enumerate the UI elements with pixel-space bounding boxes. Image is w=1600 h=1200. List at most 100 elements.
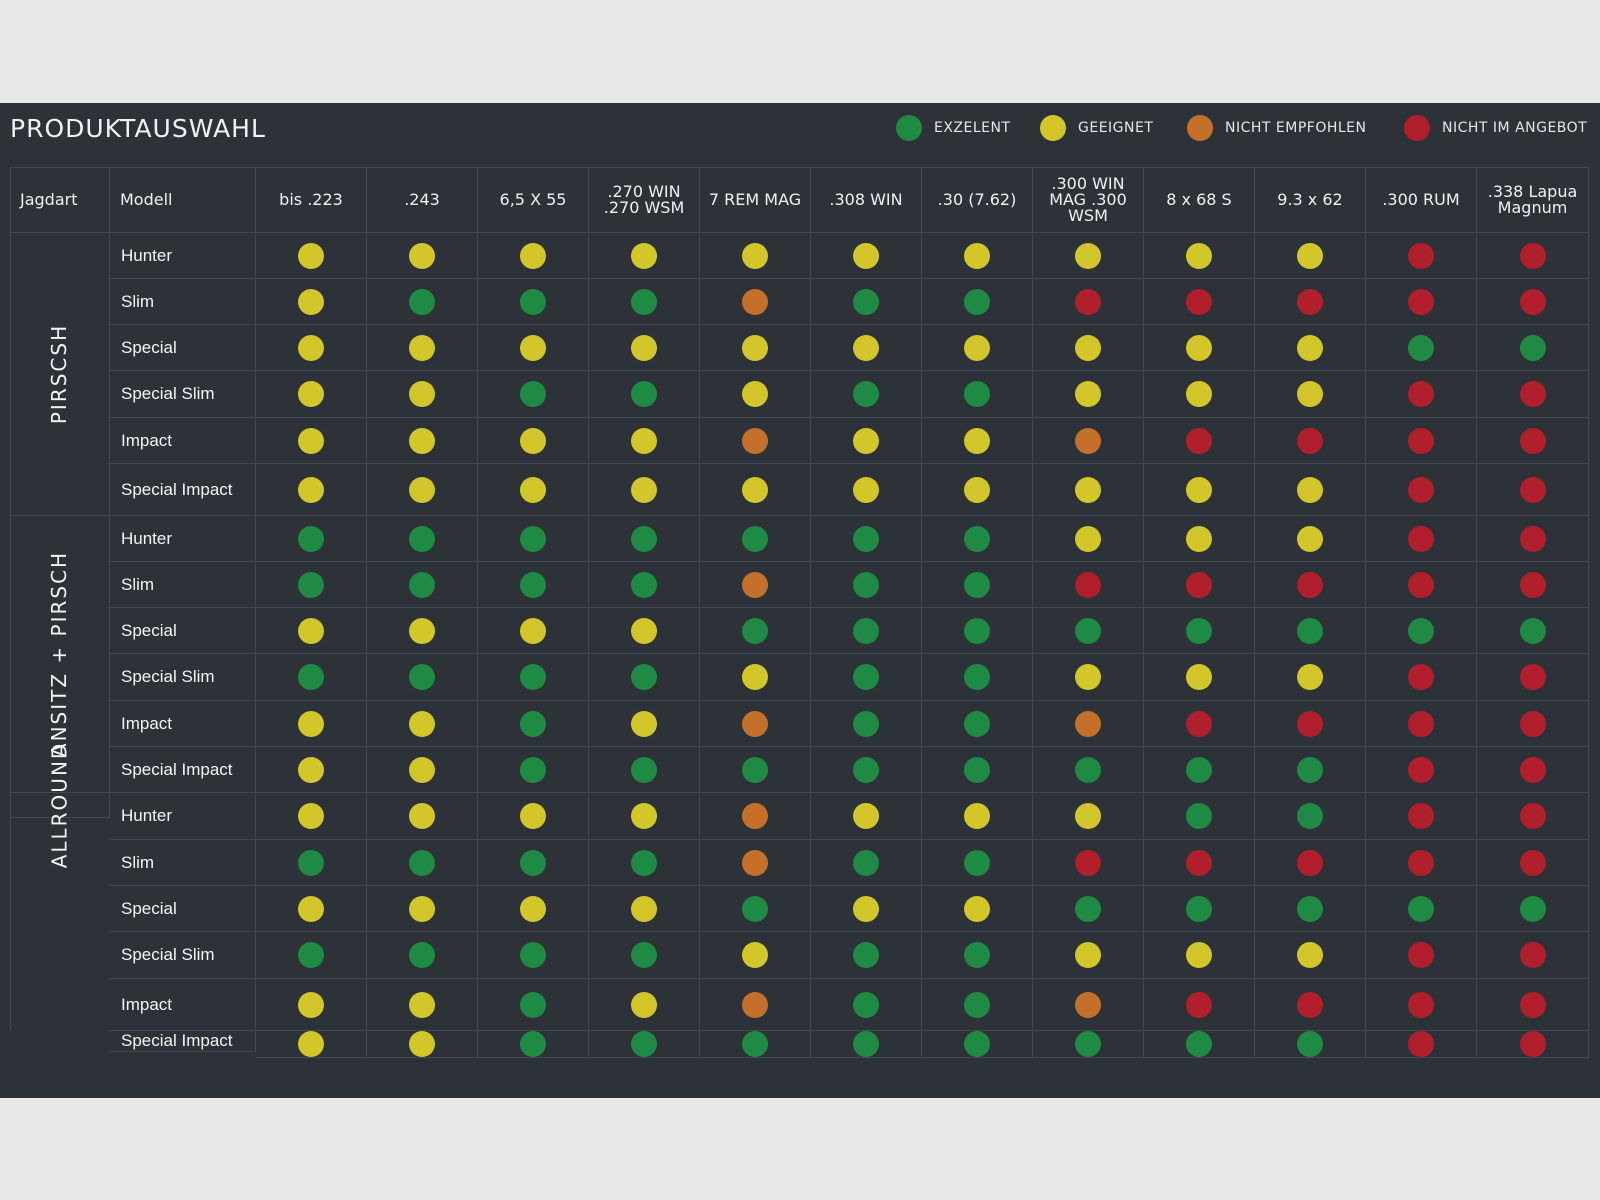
rating-cell bbox=[1477, 562, 1589, 608]
rating-cell bbox=[700, 464, 811, 516]
rating-dot bbox=[742, 756, 768, 783]
rating-cell bbox=[1033, 233, 1144, 279]
rating-dot bbox=[1408, 803, 1434, 829]
rating-cell bbox=[1255, 371, 1366, 418]
rating-dot bbox=[1519, 664, 1546, 690]
rating-cell bbox=[811, 932, 922, 979]
modell-cell: Slim bbox=[110, 279, 256, 325]
rating-dot bbox=[1186, 571, 1212, 598]
rating-dot bbox=[742, 991, 768, 1018]
rating-dot bbox=[298, 288, 324, 315]
column-header-label: 8 x 68 S bbox=[1166, 189, 1232, 209]
rating-dot bbox=[1297, 288, 1323, 315]
rating-cell bbox=[811, 418, 922, 464]
rating-dot bbox=[631, 991, 657, 1018]
rating-cell bbox=[1033, 979, 1144, 1031]
rating-dot bbox=[1408, 242, 1434, 269]
modell-label: Impact bbox=[121, 430, 173, 450]
rating-dot bbox=[1408, 476, 1434, 503]
rating-dot bbox=[853, 803, 879, 829]
rating-dot bbox=[853, 849, 879, 876]
rating-cell bbox=[922, 233, 1033, 279]
column-header: Jagdart bbox=[10, 167, 110, 233]
rating-dot bbox=[1519, 756, 1546, 783]
modell-cell: Special Slim bbox=[110, 932, 256, 979]
rating-dot bbox=[1297, 803, 1323, 829]
rating-dot bbox=[1519, 288, 1546, 315]
rating-dot bbox=[409, 803, 435, 829]
rating-dot bbox=[409, 942, 435, 968]
column-header: .300 WIN MAG .300 WSM bbox=[1033, 167, 1144, 233]
rating-dot bbox=[520, 525, 546, 552]
rating-dot bbox=[409, 427, 435, 454]
rating-dot bbox=[853, 710, 879, 737]
rating-cell bbox=[1477, 371, 1589, 418]
rating-cell bbox=[1255, 701, 1366, 747]
rating-dot bbox=[1519, 381, 1546, 407]
rating-cell bbox=[1144, 886, 1255, 932]
rating-cell bbox=[478, 608, 589, 654]
rating-dot bbox=[520, 381, 546, 407]
rating-dot bbox=[964, 334, 990, 361]
column-header-label: 7 REM MAG bbox=[708, 189, 802, 209]
rating-dot bbox=[520, 242, 546, 269]
rating-dot bbox=[631, 571, 657, 598]
rating-cell bbox=[478, 979, 589, 1031]
rating-dot bbox=[1186, 1031, 1212, 1057]
rating-cell bbox=[1477, 747, 1589, 793]
rating-cell bbox=[589, 516, 700, 562]
rating-dot bbox=[298, 942, 324, 968]
rating-dot bbox=[742, 427, 768, 454]
rating-dot bbox=[1186, 617, 1212, 644]
rating-dot bbox=[1075, 476, 1101, 503]
rating-dot bbox=[1408, 991, 1434, 1018]
rating-dot bbox=[631, 756, 657, 783]
rating-dot bbox=[1408, 710, 1434, 737]
rating-cell bbox=[589, 325, 700, 371]
rating-cell bbox=[700, 418, 811, 464]
column-header: Modell bbox=[110, 167, 256, 233]
column-header-label: Modell bbox=[120, 189, 173, 209]
modell-label: Special bbox=[121, 337, 177, 357]
rating-cell bbox=[700, 279, 811, 325]
rating-cell bbox=[922, 279, 1033, 325]
rating-cell bbox=[367, 932, 478, 979]
column-header-label: .30 (7.62) bbox=[937, 189, 1017, 209]
rating-dot bbox=[1408, 895, 1434, 922]
rating-cell bbox=[589, 464, 700, 516]
modell-label: Hunter bbox=[121, 245, 173, 265]
rating-cell bbox=[367, 562, 478, 608]
rating-cell bbox=[1366, 654, 1477, 701]
rating-dot bbox=[1075, 617, 1101, 644]
rating-cell bbox=[478, 886, 589, 932]
rating-dot bbox=[1297, 991, 1323, 1018]
jagdart-group-cell: ANSITZ + PIRSCH bbox=[10, 516, 110, 793]
rating-cell bbox=[922, 701, 1033, 747]
rating-dot bbox=[1186, 242, 1212, 269]
rating-cell bbox=[1477, 654, 1589, 701]
rating-cell bbox=[922, 932, 1033, 979]
rating-cell bbox=[1144, 932, 1255, 979]
rating-cell bbox=[256, 516, 367, 562]
rating-dot bbox=[964, 664, 990, 690]
rating-dot bbox=[631, 803, 657, 829]
rating-dot bbox=[298, 664, 324, 690]
rating-cell bbox=[1255, 233, 1366, 279]
rating-cell bbox=[922, 516, 1033, 562]
rating-cell bbox=[1033, 701, 1144, 747]
rating-dot bbox=[1519, 334, 1546, 361]
rating-dot bbox=[631, 664, 657, 690]
rating-dot bbox=[1186, 288, 1212, 315]
rating-cell bbox=[1477, 840, 1589, 886]
rating-dot bbox=[1075, 525, 1101, 552]
rating-cell bbox=[589, 886, 700, 932]
rating-dot bbox=[853, 381, 879, 407]
rating-dot bbox=[1075, 710, 1101, 737]
rating-cell bbox=[1477, 886, 1589, 932]
rating-dot bbox=[1075, 571, 1101, 598]
legend-item-geeignet: GEEIGNET bbox=[1040, 113, 1153, 143]
rating-dot bbox=[964, 476, 990, 503]
rating-dot bbox=[520, 427, 546, 454]
rating-dot bbox=[1519, 991, 1546, 1018]
rating-cell bbox=[1366, 793, 1477, 840]
